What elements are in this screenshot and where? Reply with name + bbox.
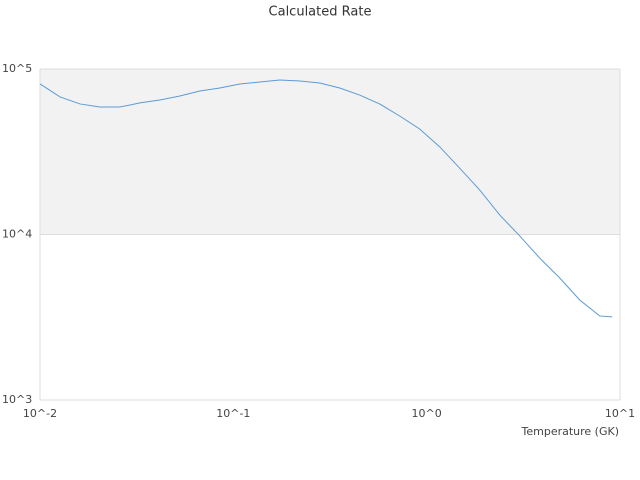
y-tick-label: 10^5 xyxy=(2,62,32,75)
x-tick-label: 10^-1 xyxy=(216,407,250,420)
y-tick-label: 10^3 xyxy=(2,393,32,406)
line xyxy=(39,79,613,318)
grid-band xyxy=(40,69,620,235)
x-tick-label: 10^-2 xyxy=(23,407,57,420)
x-axis-label: Temperature (GK) xyxy=(521,425,620,438)
x-tick-label: 10^0 xyxy=(412,407,442,420)
y-tick-label: 10^4 xyxy=(2,228,32,241)
x-tick-label: 10^1 xyxy=(605,407,635,420)
chart-title: Calculated Rate xyxy=(269,5,372,20)
